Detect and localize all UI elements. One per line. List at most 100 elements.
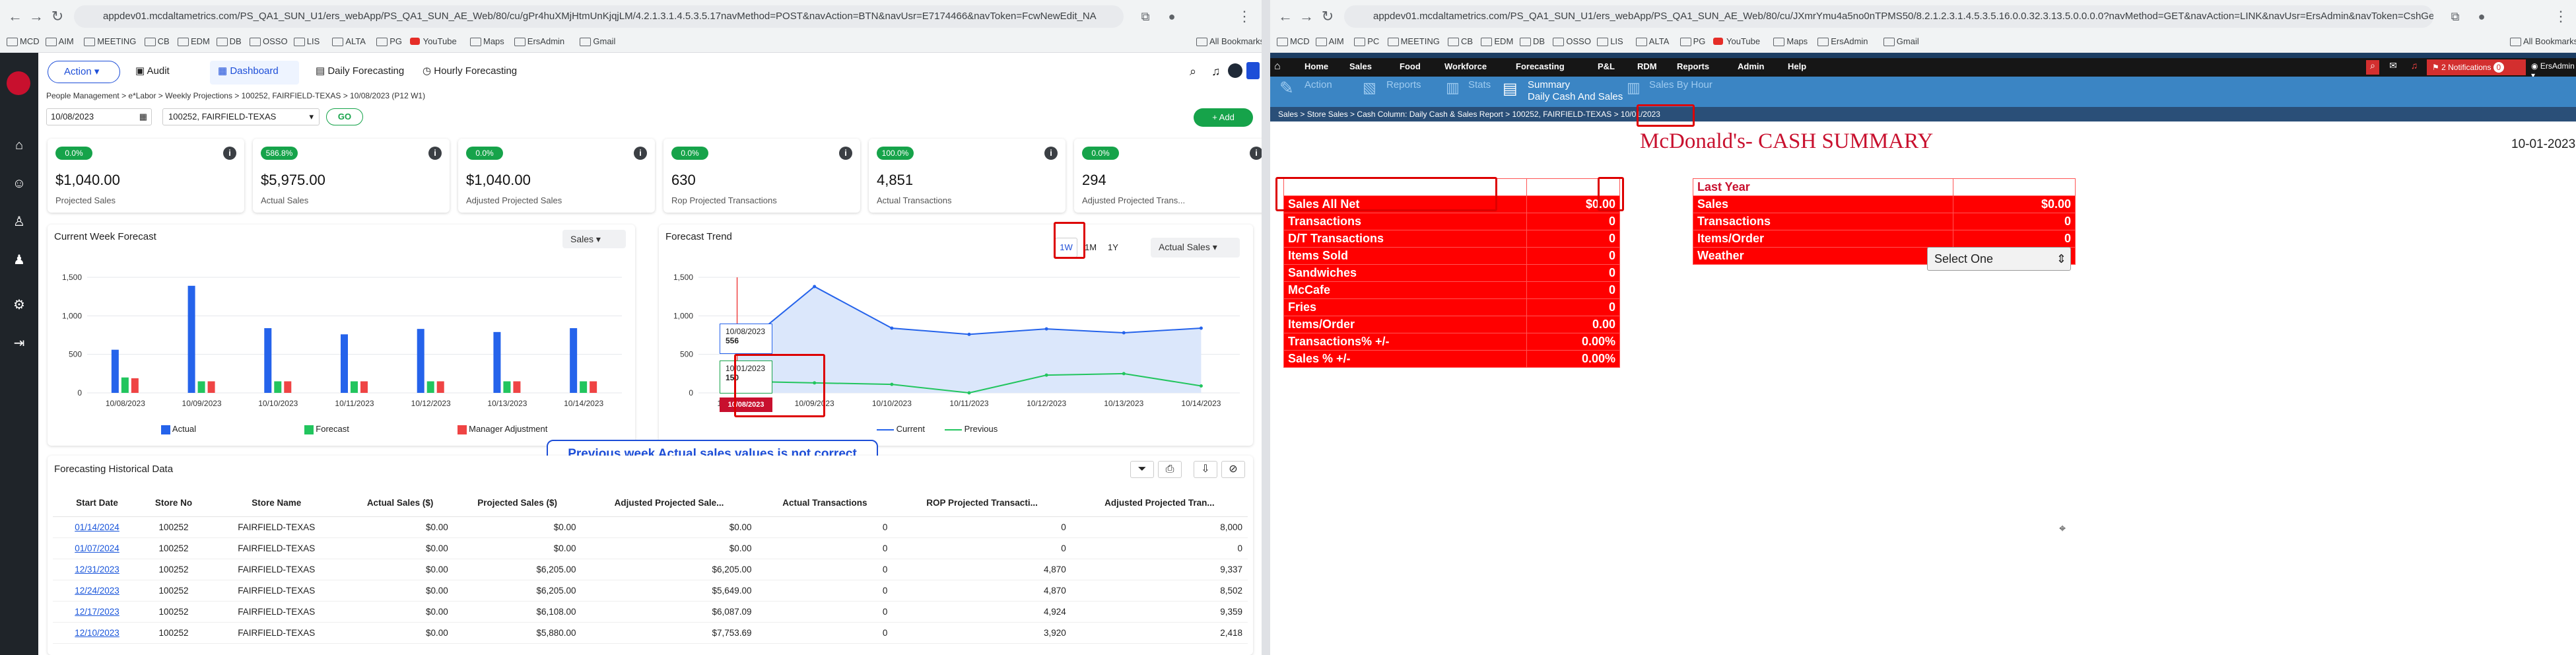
menu-kebab-icon[interactable]: ⋮ [2554, 8, 2568, 24]
menu-kebab-icon[interactable]: ⋮ [1237, 8, 1252, 24]
bar-actual[interactable] [187, 285, 195, 393]
bar-forecast[interactable] [426, 381, 434, 394]
bell-icon[interactable]: ♫ [2410, 60, 2418, 71]
column-header[interactable]: Actual Sales ($) [347, 490, 454, 517]
stats-icon[interactable]: ▥ [1446, 79, 1460, 96]
forward-icon[interactable]: → [29, 8, 44, 24]
point-current[interactable] [1122, 331, 1126, 335]
store-select[interactable]: 100252, FAIRFIELD-TEXAS ▾ [162, 108, 320, 125]
subnav-reports[interactable]: Reports [1386, 79, 1421, 90]
bar-forecast[interactable] [503, 381, 511, 394]
point-previous[interactable] [1199, 384, 1203, 388]
bookmark-maps[interactable]: Maps [1772, 33, 1808, 50]
table-cell[interactable]: 12/10/2023 [53, 622, 142, 644]
reload-icon[interactable]: ↻ [51, 8, 64, 24]
search-icon[interactable]: ⌕ [1190, 65, 1197, 78]
menu-home[interactable]: Home [1305, 61, 1329, 71]
address-bar[interactable]: appdev01.mcdaltametrics.com/PS_QA1_SUN_U… [74, 5, 1124, 28]
table-cell[interactable]: 12/17/2023 [53, 601, 142, 623]
table-cell[interactable]: 12/24/2023 [53, 580, 142, 602]
subnav-stats[interactable]: Stats [1468, 79, 1491, 90]
menu-help[interactable]: Help [1788, 61, 1807, 71]
column-header[interactable]: Start Date [53, 490, 142, 517]
point-current[interactable] [1199, 326, 1203, 330]
bookmark-osso[interactable]: OSSO [248, 33, 288, 50]
menu-sales[interactable]: Sales [1349, 61, 1372, 71]
reload-icon[interactable]: ↻ [1321, 8, 1334, 24]
bookmark-alta[interactable]: ALTA [1635, 33, 1669, 50]
column-header[interactable]: ROP Projected Transacti... [893, 490, 1071, 517]
forward-icon[interactable]: → [1299, 8, 1314, 24]
bookmark-mcd[interactable]: MCD [5, 33, 40, 50]
bookmark-db[interactable]: DB [1518, 33, 1545, 50]
bookmark-meeting[interactable]: MEETING [83, 33, 136, 50]
table-cell[interactable]: 12/31/2023 [53, 559, 142, 580]
info-icon[interactable]: i [839, 147, 852, 160]
bar-actual[interactable] [493, 331, 501, 393]
bar-manager-adjustment[interactable] [590, 381, 597, 394]
bar-actual[interactable] [111, 349, 119, 393]
bookmark-pc[interactable]: PC [1353, 33, 1379, 50]
point-previous[interactable] [1122, 372, 1126, 376]
table-cell[interactable]: 01/07/2024 [53, 537, 142, 559]
menu-pl[interactable]: P&L [1598, 61, 1615, 71]
start-date-link[interactable]: 01/14/2024 [75, 522, 119, 532]
user-group-icon[interactable]: ♟ [13, 253, 25, 267]
menu-forecasting[interactable]: Forecasting [1516, 61, 1565, 71]
column-header[interactable]: Adjusted Projected Sale... [581, 490, 757, 517]
notifications-button[interactable]: ⚑ 2 Notifications 0 [2427, 59, 2526, 75]
start-date-link[interactable]: 12/17/2023 [75, 606, 119, 617]
bar-manager-adjustment[interactable] [284, 381, 292, 394]
column-header[interactable]: Store No [141, 490, 207, 517]
bookmark-ersadmin[interactable]: ErsAdmin [1816, 33, 1868, 50]
subnav-summary[interactable]: Summary [1528, 79, 1571, 90]
summary-icon[interactable]: ▤ [1503, 80, 1518, 98]
sales-by-hour-icon[interactable]: ▥ [1627, 79, 1641, 96]
info-icon[interactable]: i [428, 147, 442, 160]
point-previous[interactable] [1044, 373, 1048, 377]
bar-actual[interactable] [264, 328, 272, 393]
bookmark-youtube[interactable]: YouTube [1712, 33, 1760, 50]
bell-icon[interactable]: ♫ [1211, 65, 1221, 78]
point-previous[interactable] [813, 381, 817, 385]
tab-daily-forecasting[interactable]: ▤ Daily Forecasting [316, 65, 405, 77]
bookmark-edm[interactable]: EDM [1479, 33, 1513, 50]
bar-forecast[interactable] [351, 381, 358, 394]
bookmark-cb[interactable]: CB [1446, 33, 1473, 50]
clear-filter-icon[interactable]: ⊘ [1221, 461, 1245, 478]
bookmark-maps[interactable]: Maps [469, 33, 504, 50]
bookmark-pg[interactable]: PG [1679, 33, 1705, 50]
bookmark-gmail[interactable]: Gmail [578, 33, 615, 50]
bar-manager-adjustment[interactable] [436, 381, 444, 394]
home-icon[interactable]: ⌂ [15, 138, 24, 153]
bookmark-cb[interactable]: CB [143, 33, 170, 50]
start-date-link[interactable]: 12/31/2023 [75, 564, 119, 574]
column-header[interactable]: Store Name [206, 490, 347, 517]
search-icon[interactable]: ⌕ [2366, 60, 2379, 75]
trend-metric-select[interactable]: Actual Sales ▾ [1151, 238, 1240, 258]
bookmark-aim[interactable]: AIM [44, 33, 74, 50]
subnav-daily-cash[interactable]: Daily Cash And Sales [1528, 91, 1623, 102]
all-bookmarks[interactable]: All Bookmarks [2509, 33, 2576, 50]
bar-actual[interactable] [570, 328, 578, 393]
range-1m[interactable]: 1M [1084, 242, 1097, 252]
address-bar[interactable]: appdev01.mcdaltametrics.com/PS_QA1_SUN_U… [1344, 5, 2433, 28]
menu-reports[interactable]: Reports [1677, 61, 1710, 71]
info-icon[interactable]: i [634, 147, 647, 160]
column-header[interactable]: Projected Sales ($) [453, 490, 582, 517]
action-button[interactable]: Action ▾ [48, 61, 120, 83]
bookmark-aim[interactable]: AIM [1314, 33, 1344, 50]
point-previous[interactable] [967, 391, 971, 395]
profile-icon[interactable]: ● [1168, 10, 1176, 23]
add-button[interactable]: + Add [1194, 108, 1253, 127]
bookmark-pg[interactable]: PG [375, 33, 402, 50]
menu-workforce[interactable]: Workforce [1444, 61, 1487, 71]
bar-manager-adjustment[interactable] [360, 381, 368, 394]
extensions-icon[interactable]: ⧉ [2451, 10, 2460, 23]
bookmark-lis[interactable]: LIS [1596, 33, 1623, 50]
info-icon[interactable]: i [1044, 147, 1058, 160]
back-icon[interactable]: ← [1278, 8, 1293, 24]
info-icon[interactable]: i [223, 147, 236, 160]
user-icon[interactable]: ♙ [13, 215, 25, 229]
bar-forecast[interactable] [197, 381, 205, 394]
